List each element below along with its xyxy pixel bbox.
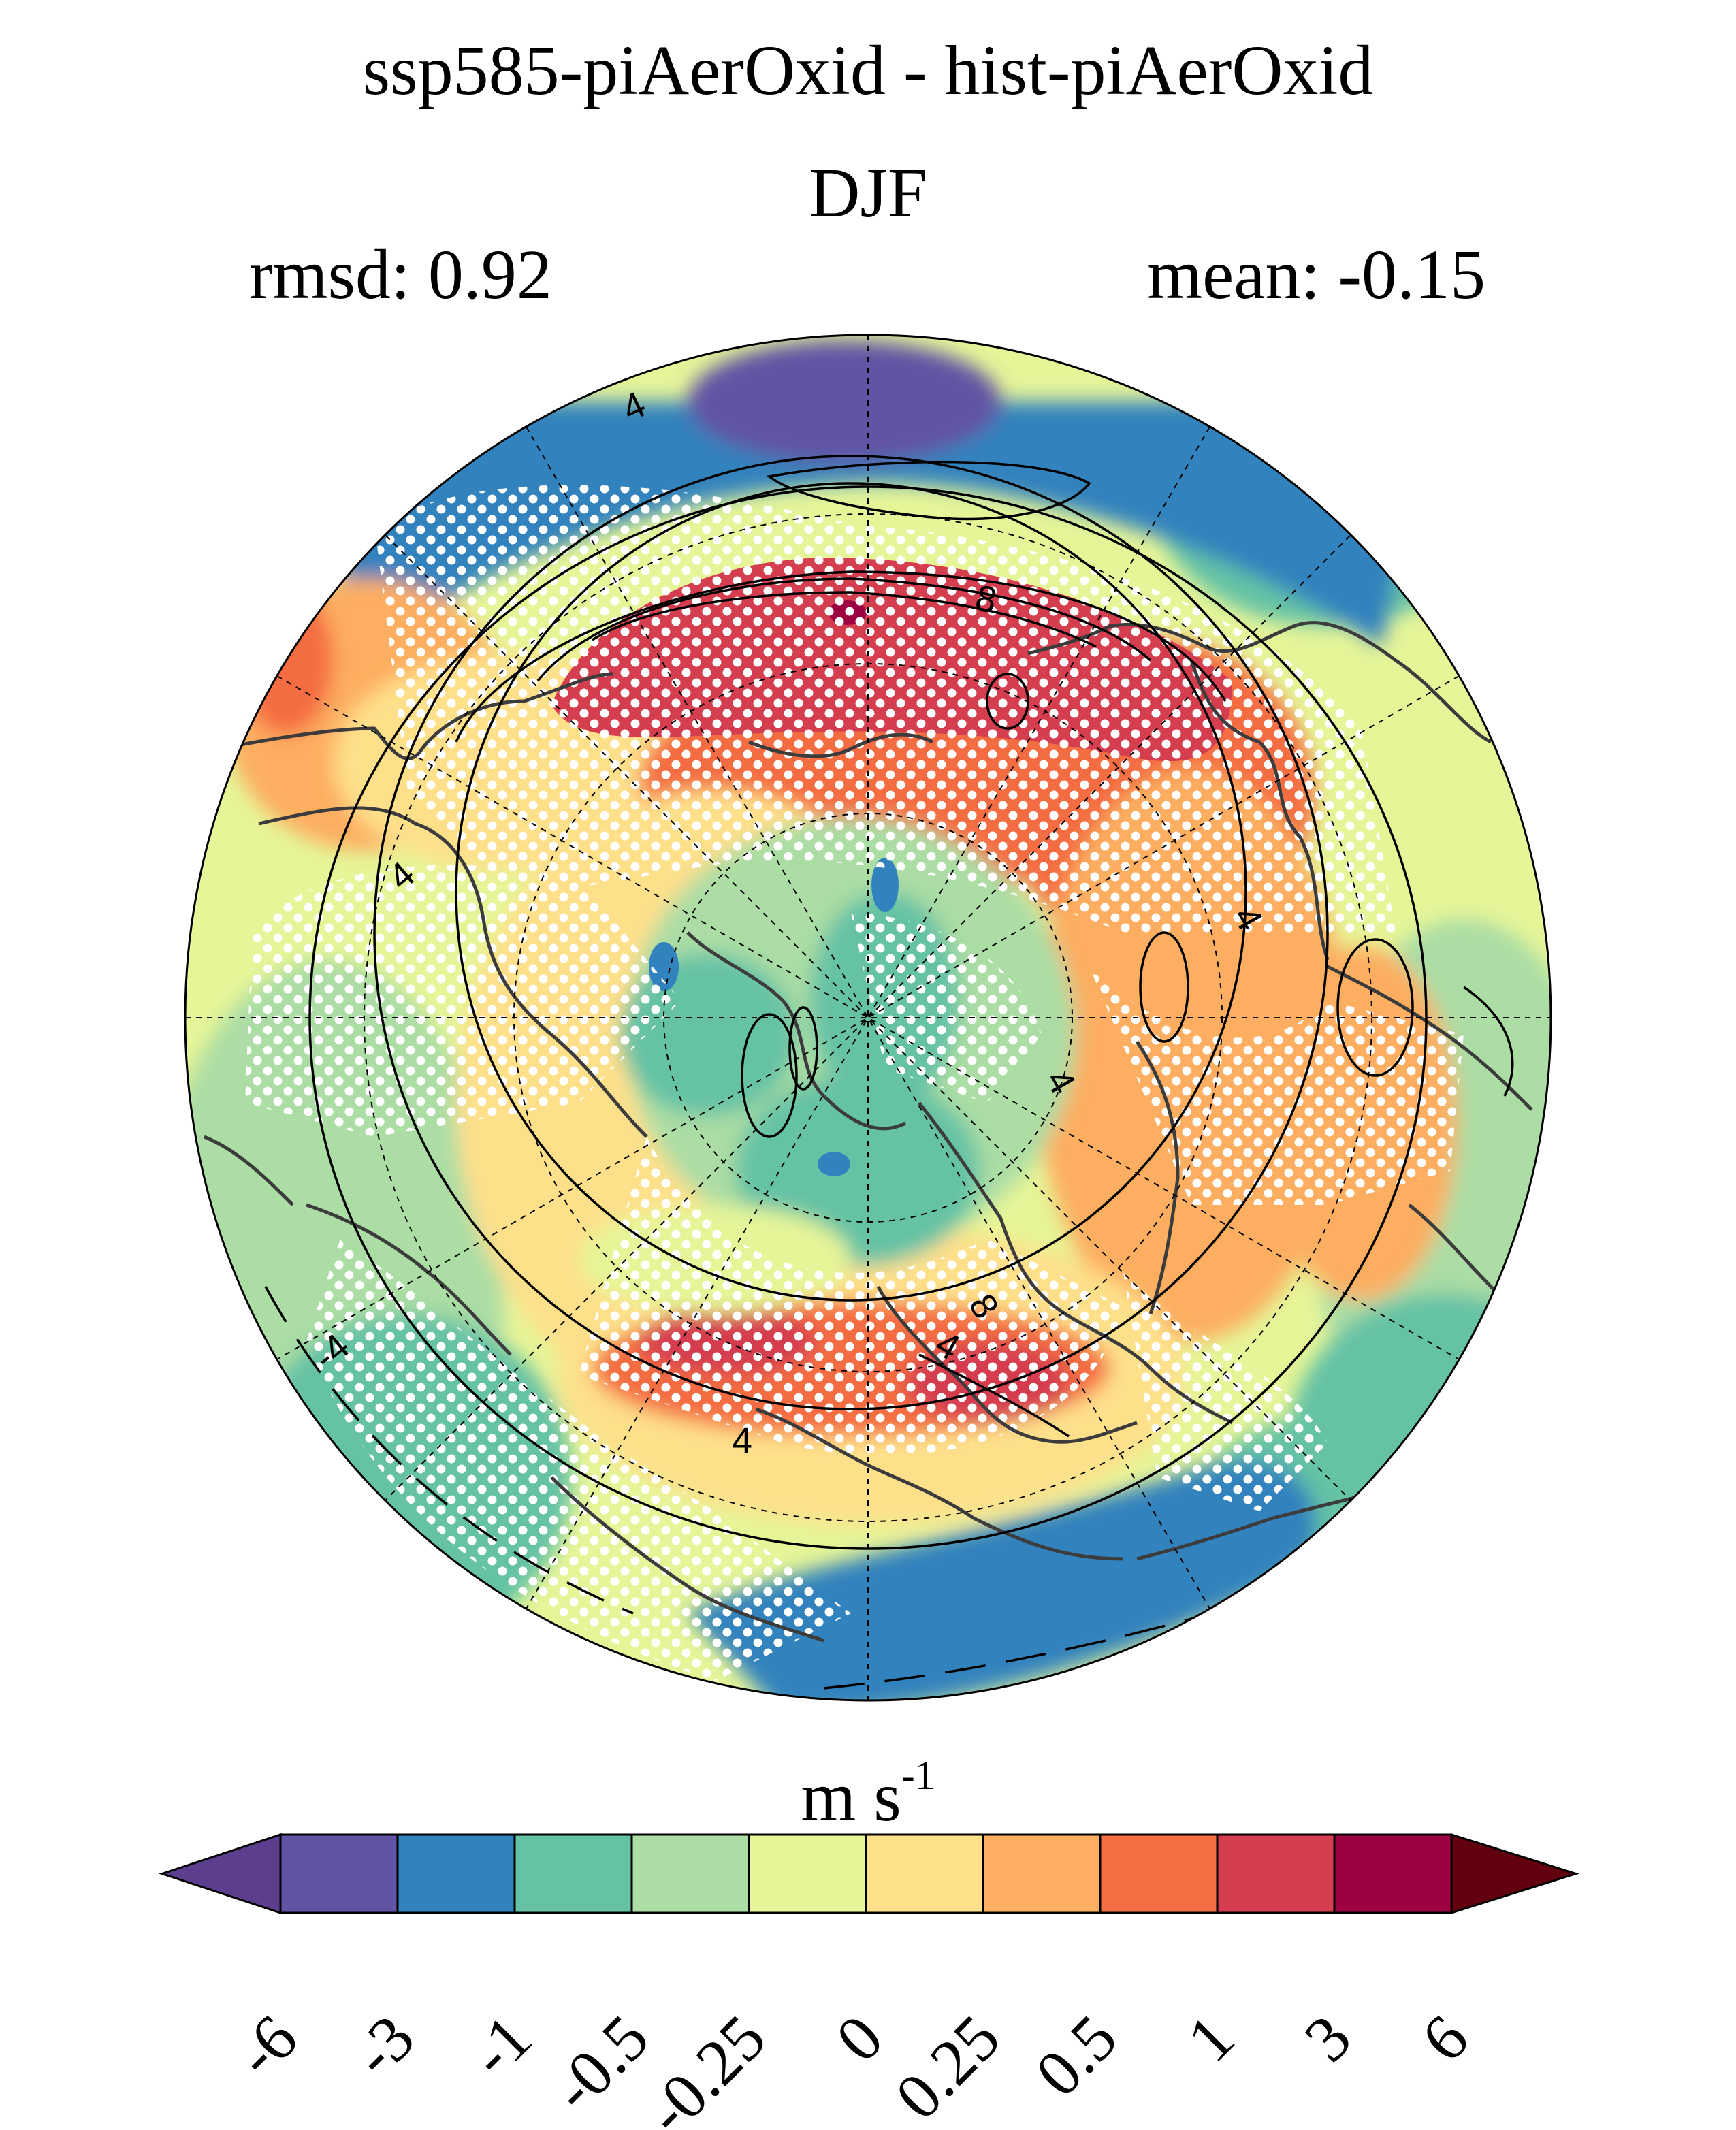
colorbar-tick-label: 1 (1173, 2001, 1248, 2076)
colorbar: -6 -3 -1-0.5-0.25 00.25 0.5 1 3 6 (159, 1833, 1580, 2130)
polar-map: 4 8 4 4 4 8 4 4 -4 (184, 334, 1552, 1702)
colorbar-swatch (1099, 1833, 1219, 1914)
colorbar-swatch (982, 1833, 1102, 1914)
map-field: 4 8 4 4 4 8 4 4 -4 (185, 335, 1551, 1700)
colorbar-unit-exponent: -1 (901, 1753, 935, 1798)
colorbar-tick-label: -0.25 (632, 2001, 779, 2130)
colorbar-unit-label: m s-1 (0, 1755, 1736, 1833)
colorbar-tick-label: 6 (1407, 2001, 1482, 2076)
colorbar-swatch (396, 1833, 516, 1914)
colorbar-swatch (865, 1833, 984, 1914)
rmsd-label: rmsd: 0.92 (249, 236, 552, 314)
colorbar-segments (159, 1833, 1580, 1915)
colorbar-extend-low (159, 1833, 282, 1915)
colorbar-tick-label: -6 (221, 2001, 311, 2091)
colorbar-tick-label: -3 (338, 2001, 428, 2091)
map-boundary (184, 334, 1552, 1702)
mean-label: mean: -0.15 (1147, 236, 1485, 314)
season-label: DJF (809, 154, 927, 232)
colorbar-swatch (513, 1833, 633, 1914)
colorbar-swatch (1333, 1833, 1453, 1914)
colorbar-tick-labels: -6 -3 -1-0.5-0.25 00.25 0.5 1 3 6 (221, 2001, 1482, 2130)
colorbar-swatch (630, 1833, 750, 1914)
colorbar-tick-label: 0 (822, 2001, 897, 2076)
colorbar-swatch (1216, 1833, 1336, 1914)
figure-title: ssp585-piAerOxid - hist-piAerOxid (362, 31, 1374, 110)
colorbar-extend-high (1450, 1833, 1580, 1915)
colorbar-swatch (279, 1833, 399, 1914)
colorbar-tick-label: 0.25 (881, 2001, 1013, 2130)
colorbar-tick-label: 3 (1290, 2001, 1365, 2076)
colorbar-swatch (748, 1833, 867, 1914)
colorbar-unit-base: m s (801, 1758, 901, 1836)
contour-label: 4 (732, 1421, 752, 1462)
colorbar-tick-label: -1 (455, 2001, 545, 2091)
colorbar-tick-label: 0.5 (1021, 2001, 1131, 2110)
